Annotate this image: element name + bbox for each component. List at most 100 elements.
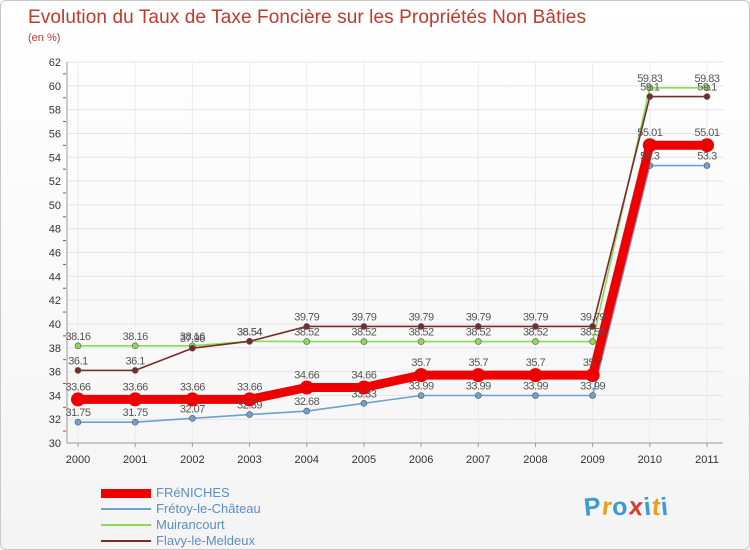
data-point <box>417 392 425 399</box>
data-label: 55.01 <box>637 127 662 139</box>
data-label: 33.66 <box>180 381 205 393</box>
axes: 30 32 34 36 38 40 42 44 46 48 50 52 54 56 58 60 62 2000 20… <box>49 57 723 466</box>
x-tick-label: 2000 <box>66 454 90 466</box>
data-labels: 38.16 38.16 38.16 38.54 38.52 38.52 38.52 38.52… <box>65 73 720 419</box>
data-label: 33.66 <box>65 381 90 393</box>
data-point <box>242 392 257 407</box>
y-tick-label: 30 <box>49 438 61 450</box>
legend-swatch <box>101 508 151 510</box>
y-tick-label: 40 <box>49 319 61 331</box>
x-tick-label: 2001 <box>123 454 147 466</box>
data-point <box>414 368 429 383</box>
data-point <box>532 392 539 399</box>
data-label: 38.52 <box>294 327 319 339</box>
y-tick-label: 44 <box>49 271 61 283</box>
data-point <box>700 138 714 153</box>
data-label: 34.66 <box>294 370 319 382</box>
data-point <box>131 418 139 426</box>
data-label: 59.83 <box>694 73 719 85</box>
data-label: 38.52 <box>523 327 548 339</box>
data-point <box>360 323 368 330</box>
data-point <box>474 338 482 345</box>
y-tick-label: 58 <box>49 105 61 117</box>
data-label: 33.99 <box>580 380 605 392</box>
data-label: 34.66 <box>351 370 376 382</box>
data-label: 33.66 <box>237 381 262 393</box>
data-label: 33.33 <box>351 388 376 400</box>
x-tick-label: 2007 <box>466 454 490 466</box>
data-point <box>299 380 314 395</box>
data-label: 55.01 <box>694 127 719 139</box>
data-label: 53.3 <box>640 151 660 163</box>
y-tick-label: 62 <box>49 57 61 69</box>
logo-letter: i <box>659 492 671 522</box>
data-point <box>185 392 200 407</box>
data-label: 39.79 <box>466 311 491 323</box>
data-label: 33.99 <box>466 380 491 392</box>
legend-label: Muirancourt <box>156 517 225 532</box>
data-label: 38.52 <box>351 327 376 339</box>
data-point <box>246 338 253 345</box>
y-tick-label: 54 <box>49 152 61 164</box>
x-tick-label: 2003 <box>237 454 261 466</box>
data-point <box>360 338 368 345</box>
data-point <box>703 162 711 169</box>
data-point <box>532 338 539 345</box>
data-point <box>303 407 311 415</box>
y-axis-unit: (en %) <box>28 32 61 44</box>
data-point <box>417 338 425 345</box>
data-point <box>589 323 596 330</box>
data-label: 31.75 <box>123 407 148 419</box>
x-tick-label: 2010 <box>638 454 662 466</box>
y-tick-label: 60 <box>49 81 61 93</box>
data-label: 59.1 <box>697 82 717 94</box>
data-label: 32.39 <box>237 400 262 412</box>
y-tick-label: 46 <box>49 248 61 260</box>
data-point <box>303 338 311 345</box>
x-tick-label: 2008 <box>523 454 547 466</box>
y-tick-label: 56 <box>49 128 61 140</box>
data-point <box>74 418 82 426</box>
data-label: 38.54 <box>237 326 262 338</box>
x-tick-label: 2011 <box>695 454 719 466</box>
data-point <box>646 93 654 100</box>
y-tick-label: 42 <box>49 295 61 307</box>
y-tick-label: 36 <box>49 367 61 379</box>
data-label: 59.83 <box>637 73 662 85</box>
data-label: 36.1 <box>125 355 145 367</box>
data-label: 38.54 <box>237 326 262 338</box>
data-label: 53.3 <box>697 151 717 163</box>
series-line-3 <box>78 95 707 372</box>
data-label: 35.7 <box>583 357 603 369</box>
data-label: 59.1 <box>640 82 660 94</box>
proxiti-logo: Proxiti <box>583 492 671 522</box>
y-tick-label: 34 <box>49 390 61 402</box>
data-label: 33.99 <box>409 380 434 392</box>
data-point <box>532 323 539 330</box>
y-tick-label: 52 <box>49 176 61 188</box>
x-tick-label: 2009 <box>580 454 604 466</box>
y-tick-label: 38 <box>49 343 61 355</box>
data-point <box>71 392 85 407</box>
legend-label: Frétoy-le-Château <box>156 501 261 516</box>
legend-swatch <box>101 540 151 542</box>
data-point <box>246 411 253 418</box>
data-point <box>585 368 600 383</box>
data-point <box>74 367 82 374</box>
data-point <box>356 380 371 395</box>
series-line-1 <box>78 164 707 423</box>
legend-label: Flavy-le-Meldeux <box>156 533 255 548</box>
data-point <box>189 415 196 422</box>
y-tick-label: 32 <box>49 414 61 426</box>
y-tick-label: 48 <box>49 224 61 236</box>
data-label: 38.52 <box>580 327 605 339</box>
data-label: 38.16 <box>123 331 148 343</box>
data-label: 37.96 <box>180 333 205 345</box>
data-label: 33.99 <box>523 380 548 392</box>
data-label: 39.79 <box>580 311 605 323</box>
data-label: 35.7 <box>526 357 546 369</box>
data-label: 32.68 <box>294 396 319 408</box>
x-tick-label: 2005 <box>352 454 376 466</box>
data-point <box>128 392 143 407</box>
